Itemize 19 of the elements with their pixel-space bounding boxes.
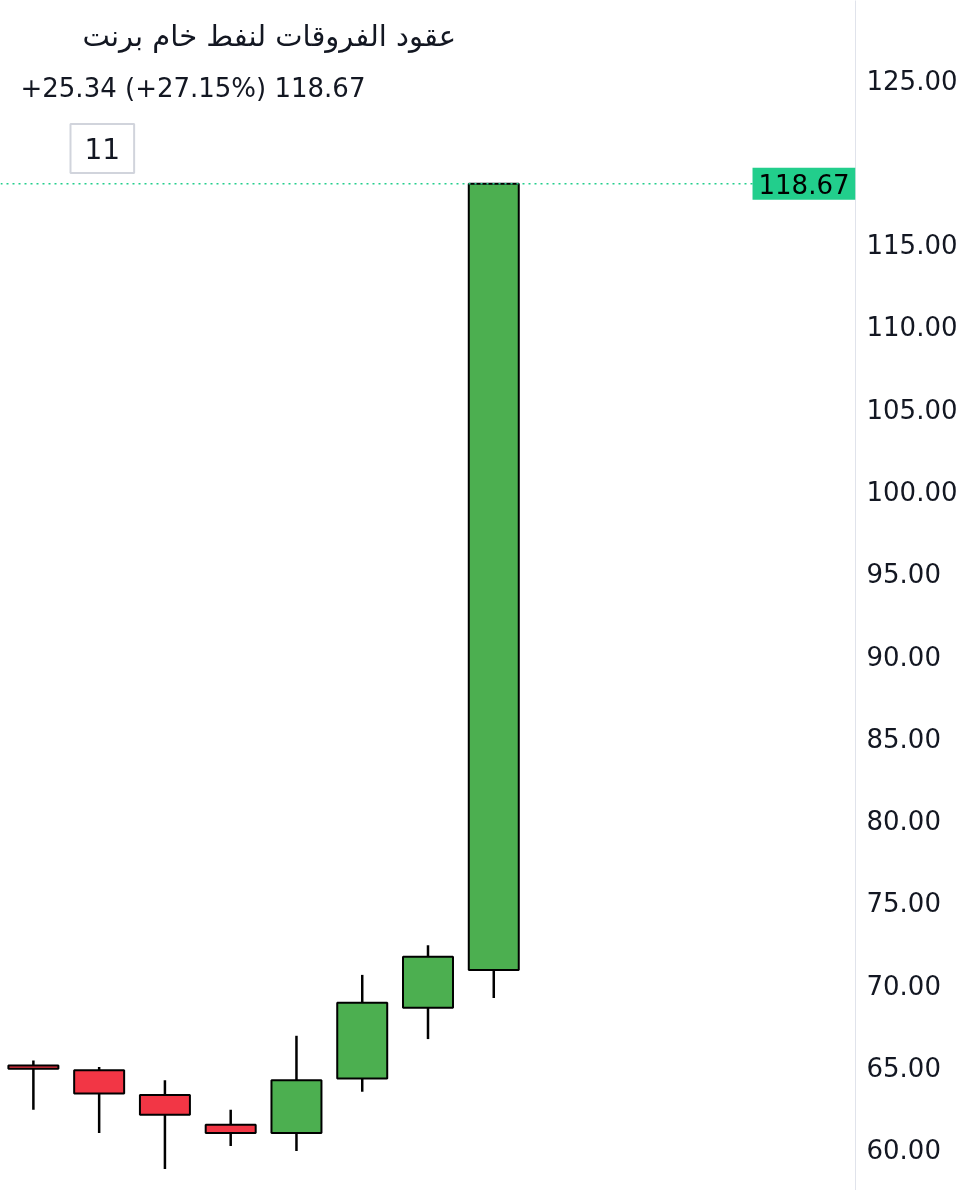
y-tick-label: 90.00 <box>866 641 941 672</box>
y-tick-label: 100.00 <box>866 476 958 507</box>
y-tick-label: 95.00 <box>866 559 941 590</box>
y-tick-label: 105.00 <box>866 394 958 425</box>
candlestick <box>7 1059 60 1112</box>
y-tick-label: 60.00 <box>866 1135 941 1166</box>
y-tick-label: 70.00 <box>866 970 941 1001</box>
text: عقود الفروقات لنفط خام برنت <box>82 18 456 53</box>
y-tick-label: 125.00 <box>866 65 958 96</box>
y-tick-label: 75.00 <box>866 888 941 919</box>
y-tick-label: 85.00 <box>866 723 941 754</box>
y-tick-label: 115.00 <box>866 230 958 261</box>
y-tick-label: 110.00 <box>866 312 958 343</box>
annotation: 11 <box>84 133 121 166</box>
candlestick <box>204 1108 257 1148</box>
y-tick-label: 80.00 <box>866 806 941 837</box>
y-tick-label: 65.00 <box>866 1053 941 1084</box>
ref-line-label: 118.67 <box>758 169 850 200</box>
text: +25.34 (+27.15%) 118.67 <box>20 72 366 103</box>
